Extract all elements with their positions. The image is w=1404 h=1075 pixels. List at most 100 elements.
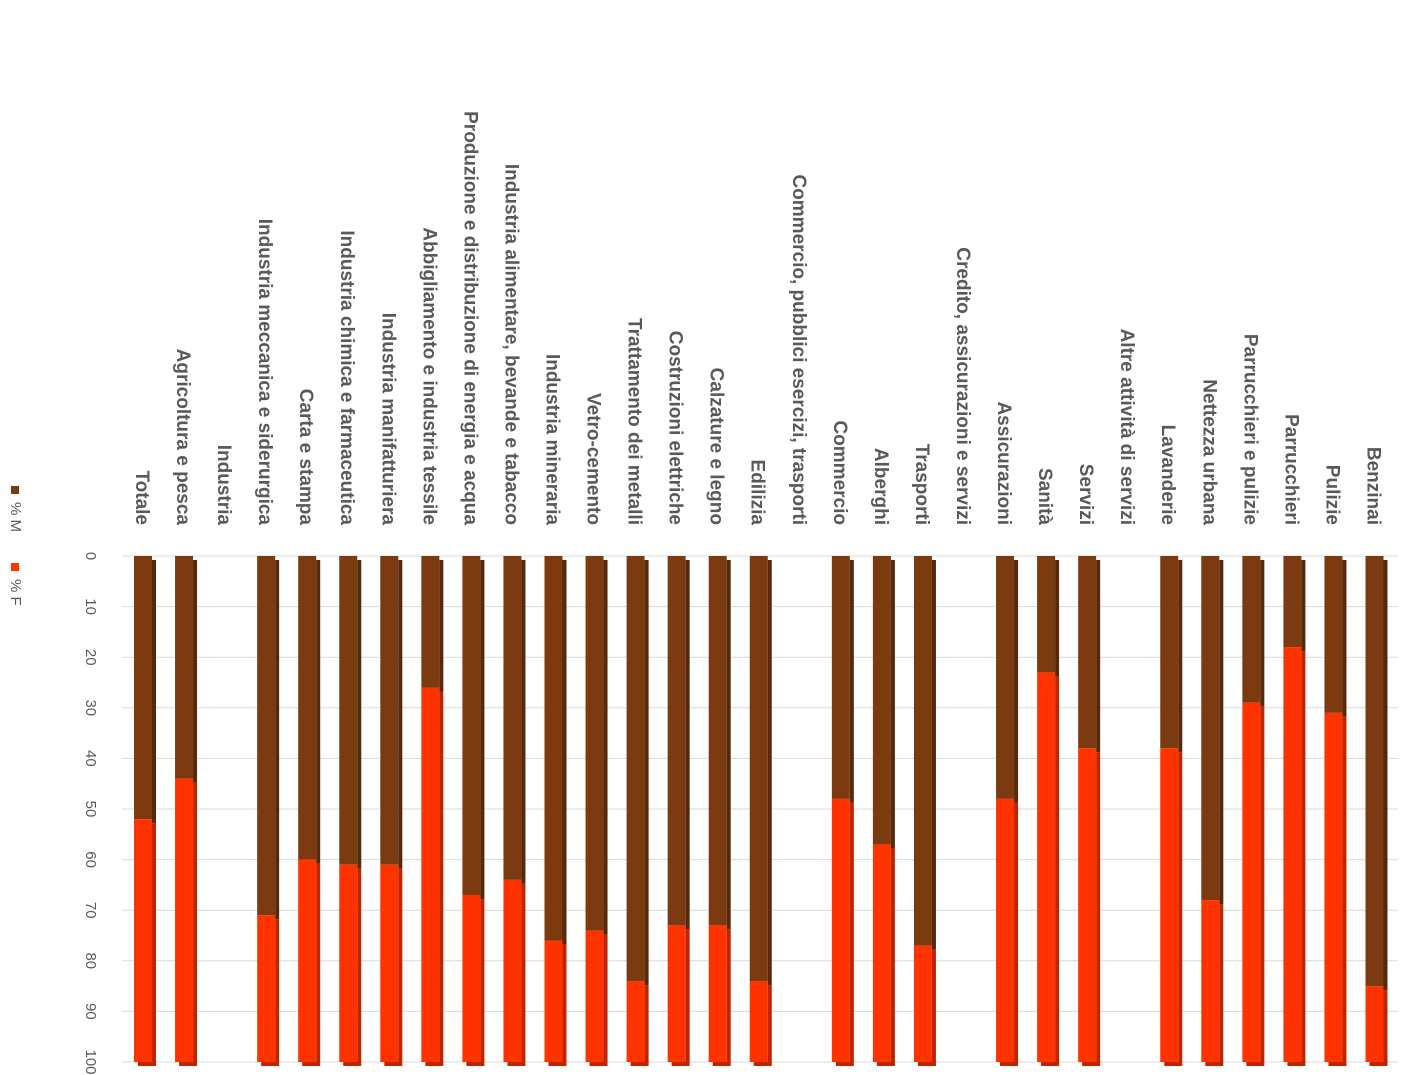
bar-side-f-11 [603, 934, 608, 1062]
bar-side-f-28 [1301, 651, 1306, 1062]
tick-label-80: 80 [82, 952, 99, 969]
bar-bottom-f-1 [179, 1062, 198, 1066]
bar-side-m-0 [152, 560, 156, 824]
bar-side-m-15 [767, 560, 772, 986]
bar-side-f-22 [1055, 676, 1060, 1062]
bar-bottom-f-30 [1369, 1062, 1388, 1066]
bar-side-m-8 [480, 560, 485, 900]
bar-f-13 [667, 925, 686, 1062]
bar-f-29 [1324, 712, 1343, 1062]
category-label-25: Lavanderie [1157, 425, 1178, 525]
bar-f-18 [872, 844, 891, 1062]
bar-m-9 [503, 556, 522, 880]
bar-side-m-5 [357, 560, 362, 869]
bar-side-m-28 [1301, 560, 1306, 652]
category-label-14: Calzature e legno [706, 368, 727, 525]
bar-f-4 [298, 859, 317, 1062]
category-label-5: Industria chimica e farmaceutica [336, 230, 357, 525]
bar-side-f-30 [1383, 990, 1388, 1062]
bar-bottom-f-25 [1164, 1062, 1183, 1066]
bar-m-28 [1283, 556, 1302, 648]
bar-m-23 [1078, 556, 1097, 749]
bar-f-7 [421, 687, 440, 1062]
bar-side-f-25 [1178, 752, 1183, 1062]
bar-m-14 [708, 556, 727, 926]
tick-label-50: 50 [82, 801, 99, 818]
bar-side-f-17 [849, 802, 854, 1062]
tick-label-10: 10 [82, 598, 99, 615]
bar-f-19 [913, 945, 932, 1062]
bar-side-m-9 [521, 560, 526, 884]
bar-side-m-10 [562, 560, 567, 945]
bar-f-11 [585, 930, 604, 1062]
category-label-30: Benzinai [1362, 447, 1383, 525]
bar-m-22 [1037, 556, 1056, 673]
bar-m-12 [626, 556, 645, 982]
bar-f-15 [749, 981, 768, 1062]
bar-side-m-3 [275, 560, 280, 920]
bar-side-m-12 [644, 560, 649, 986]
bar-side-m-29 [1342, 560, 1347, 717]
bar-m-7 [421, 556, 440, 688]
bar-f-23 [1078, 748, 1097, 1062]
bar-bottom-f-8 [466, 1062, 485, 1066]
bar-side-f-27 [1260, 706, 1265, 1062]
bar-m-19 [913, 556, 932, 946]
bar-side-m-1 [193, 560, 198, 783]
bar-side-f-9 [521, 883, 526, 1062]
category-label-22: Sanità [1034, 468, 1055, 525]
bar-side-m-6 [398, 560, 403, 869]
bar-side-m-19 [931, 560, 936, 950]
bar-f-14 [708, 925, 727, 1062]
bar-side-m-27 [1260, 560, 1265, 707]
bar-f-9 [503, 879, 522, 1062]
bar-m-13 [667, 556, 686, 926]
tick-label-40: 40 [82, 750, 99, 767]
bar-side-f-26 [1219, 904, 1224, 1062]
bar-bottom-f-29 [1328, 1062, 1347, 1066]
bar-side-f-29 [1342, 716, 1347, 1062]
bar-f-21 [996, 798, 1015, 1062]
bar-f-26 [1201, 900, 1220, 1062]
bar-m-4 [298, 556, 317, 860]
bar-side-m-4 [316, 560, 321, 864]
category-label-17: Commercio [829, 420, 850, 525]
bar-bottom-f-9 [507, 1062, 526, 1066]
bar-side-m-13 [685, 560, 690, 930]
category-label-1: Agricoltura e pesca [172, 349, 193, 526]
bar-m-29 [1324, 556, 1343, 713]
bar-side-f-19 [931, 949, 936, 1062]
category-label-24: Altre attività di servizi [1116, 329, 1137, 525]
bar-side-f-10 [562, 944, 567, 1062]
bar-f-12 [626, 981, 645, 1062]
legend-label-1: % F [7, 579, 24, 606]
bar-bottom-f-7 [425, 1062, 444, 1066]
bar-f-1 [175, 778, 194, 1062]
bar-f-25 [1160, 748, 1179, 1062]
bar-f-27 [1242, 702, 1261, 1062]
value-axis-ticks: 0 10 20 30 40 50 60 70 80 90 100 [82, 552, 99, 1075]
bar-m-11 [585, 556, 604, 931]
bar-side-m-14 [726, 560, 731, 930]
bar-f-3 [257, 915, 276, 1062]
bar-bottom-f-22 [1041, 1062, 1060, 1066]
bar-bottom-f-13 [671, 1062, 690, 1066]
category-label-9: Industria alimentare, bevande e tabacco [500, 164, 521, 525]
bar-bottom-f-6 [384, 1062, 403, 1066]
bar-m-30 [1365, 556, 1384, 987]
bar-side-f-15 [767, 985, 772, 1062]
bar-m-3 [257, 556, 276, 916]
bar-m-15 [749, 556, 768, 982]
bar-side-f-8 [480, 899, 485, 1062]
category-label-27: Parrucchieri e pulizie [1239, 334, 1260, 525]
bar-bottom-f-0 [138, 1062, 156, 1066]
bar-side-m-11 [603, 560, 608, 935]
bar-bottom-f-19 [917, 1062, 936, 1066]
category-label-19: Trasporti [911, 444, 932, 525]
bar-m-25 [1160, 556, 1179, 749]
bars [134, 556, 1388, 1066]
bar-m-21 [996, 556, 1015, 799]
category-label-18: Alberghi [870, 448, 891, 525]
bar-f-0 [134, 819, 152, 1062]
bar-m-18 [872, 556, 891, 845]
